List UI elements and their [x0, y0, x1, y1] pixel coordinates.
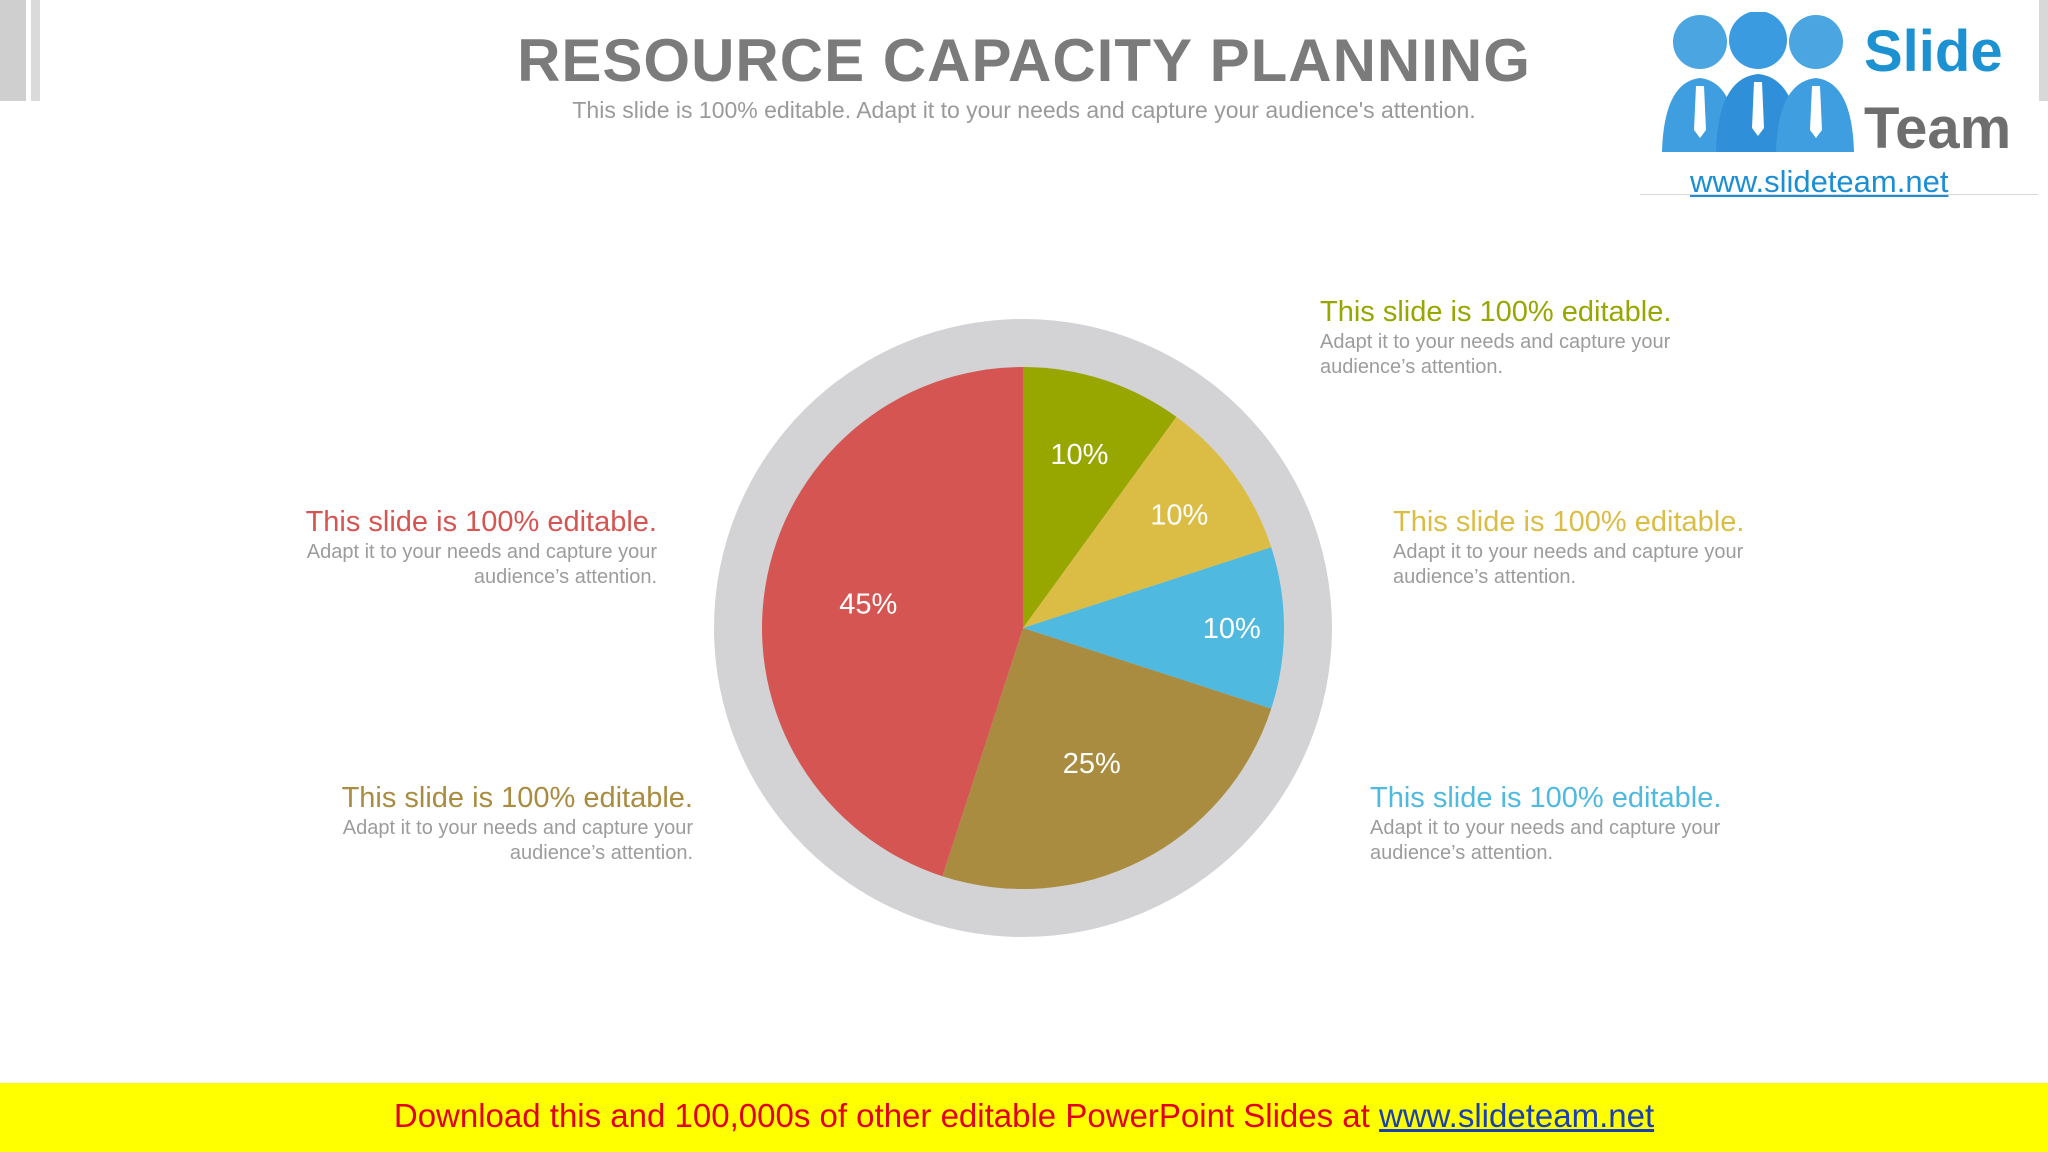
pie-slice-label: 10% — [1203, 613, 1261, 645]
pie-slice — [1023, 547, 1284, 709]
pie-slice — [1023, 367, 1177, 628]
logo-team-word: Team — [1864, 96, 2012, 161]
download-banner-text: Download this and 100,000s of other edit… — [0, 1097, 2048, 1135]
pie-slice-label: 10% — [1050, 439, 1108, 471]
callout-blue: This slide is 100% editable. Adapt it to… — [1370, 780, 1830, 866]
callout-text: audience’s attention. — [1393, 566, 1577, 588]
callout-gold: This slide is 100% editable. Adapt it to… — [1393, 504, 1853, 590]
pie-slice — [942, 628, 1272, 889]
decor-bar — [31, 0, 40, 101]
pie-chart: 10% 10% 10% 25% 45% — [714, 319, 1332, 937]
callout-text: audience’s attention. — [1320, 356, 1504, 378]
pie-labels: 10% 10% 10% 25% 45% — [839, 439, 1261, 780]
slide-title: RESOURCE CAPACITY PLANNING — [517, 27, 1531, 94]
people-icon — [1662, 12, 1854, 152]
callout-text: audience’s attention. — [1370, 842, 1554, 864]
callout-text: Adapt it to your needs and capture your — [1320, 331, 1671, 353]
callout-text: audience’s attention. — [473, 566, 657, 588]
pie-slices — [762, 367, 1284, 889]
callout-text: Adapt it to your needs and capture your — [1370, 817, 1721, 839]
pie-slice-label: 10% — [1150, 499, 1208, 531]
pie-slice — [1023, 416, 1272, 628]
download-banner-link[interactable]: www.slideteam.net — [1379, 1097, 1655, 1134]
callout-text: Adapt it to your needs and capture your — [306, 541, 657, 563]
pie-slice — [762, 367, 1023, 877]
pie-slice-label: 45% — [839, 589, 897, 621]
logo-divider — [1640, 194, 2038, 195]
left-decoration-bars — [0, 0, 42, 101]
logo-url-link[interactable]: www.slideteam.net — [1690, 164, 1949, 199]
callout-text: Adapt it to your needs and capture your — [1393, 541, 1744, 563]
callout-title: This slide is 100% editable. — [1370, 782, 1722, 814]
callout-title: This slide is 100% editable. — [1393, 506, 1745, 538]
callout-brown: This slide is 100% editable. Adapt it to… — [233, 780, 693, 866]
callout-title: This slide is 100% editable. — [1320, 296, 1672, 328]
callout-title: This slide is 100% editable. — [305, 506, 657, 538]
callout-text: Adapt it to your needs and capture your — [342, 817, 693, 839]
callout-olive: This slide is 100% editable. Adapt it to… — [1320, 294, 1780, 380]
decor-bar — [0, 0, 26, 101]
slide-subtitle: This slide is 100% editable. Adapt it to… — [572, 97, 1476, 123]
pie-slice-label: 25% — [1063, 748, 1121, 780]
download-banner-message: Download this and 100,000s of other edit… — [393, 1097, 1379, 1134]
callout-red: This slide is 100% editable. Adapt it to… — [197, 504, 657, 590]
slideteam-logo[interactable]: Slide Team www.slideteam.net — [1640, 0, 2038, 199]
download-banner: Download this and 100,000s of other edit… — [0, 1083, 2048, 1152]
logo-slide-word: Slide — [1864, 19, 2003, 84]
callout-title: This slide is 100% editable. — [341, 782, 693, 814]
right-decoration-bar — [2039, 0, 2048, 101]
callout-text: audience’s attention. — [509, 842, 693, 864]
